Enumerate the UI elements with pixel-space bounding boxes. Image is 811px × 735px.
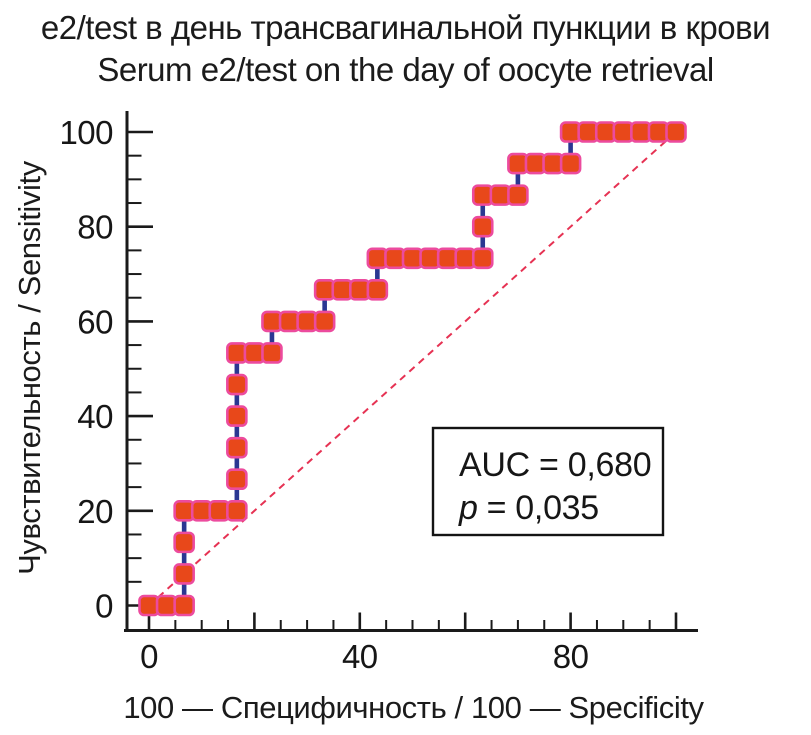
roc-marker [401,247,424,270]
annotation-border [431,426,665,537]
roc-marker [173,563,195,585]
roc-marker [471,184,494,206]
roc-marker [454,247,477,270]
roc-marker [226,499,248,522]
roc-marker [138,594,160,617]
reference-diagonal-line [148,131,677,607]
roc-marker [296,310,318,333]
x-axis-label: 100 — Специфичность / 100 — Specificity [123,690,704,725]
p-symbol: p [458,489,478,527]
roc-marker [507,152,529,175]
roc-marker [524,152,547,175]
p-value-text: p = 0,035 [458,489,599,527]
x-tick-label: 80 [553,638,589,675]
roc-marker [559,121,582,143]
y-tick-label: 0 [95,588,113,625]
roc-marker [208,499,231,522]
y-tick-label: 40 [77,398,113,435]
roc-marker [665,121,687,143]
roc-marker [261,342,283,364]
roc-marker [226,436,248,459]
y-tick-label: 20 [77,493,113,530]
roc-marker [436,247,459,270]
roc-marker [542,152,564,175]
roc-marker [226,468,248,491]
roc-marker [612,121,635,143]
roc-marker [366,279,389,301]
roc-marker [384,247,406,270]
roc-marker [261,310,283,333]
roc-marker [647,121,670,143]
roc-marker [155,594,178,617]
roc-marker [577,121,599,143]
auc-value-text: AUC = 0,680 [459,446,651,484]
roc-marker [331,279,354,301]
roc-marker [190,499,213,522]
x-tick-label: 0 [140,638,158,675]
roc-marker [471,215,494,238]
chart-title-ru: e2/test в день трансвагинальной пункции … [40,9,771,46]
roc-marker [507,184,529,206]
roc-marker [630,121,652,143]
roc-markers-layer [138,121,687,617]
roc-marker [226,342,248,364]
roc-marker [366,247,389,270]
roc-marker [419,247,441,270]
roc-marker [278,310,301,333]
y-tick-label: 60 [77,303,113,340]
roc-marker [348,279,371,301]
roc-marker [559,152,582,175]
roc-marker [226,405,248,427]
chart-title-en: Serum e2/test on the day of oocyte retri… [97,51,714,88]
axes-layer: 0 40 80 0 20 40 60 80 100 [59,111,698,675]
x-tick-label: 40 [342,638,378,675]
roc-marker [313,310,336,333]
roc-marker [243,342,266,364]
p-value: = 0,035 [487,489,599,527]
roc-marker [173,531,195,554]
roc-marker [313,279,336,301]
roc-marker [471,247,494,270]
roc-marker [594,121,617,143]
roc-marker [226,373,248,396]
y-tick-label: 80 [77,209,113,246]
y-tick-label: 100 [59,114,113,151]
roc-marker [173,594,195,617]
roc-marker [173,499,195,522]
auc-annotation-box: AUC = 0,680 p = 0,035 [431,426,665,537]
roc-marker [489,184,512,206]
